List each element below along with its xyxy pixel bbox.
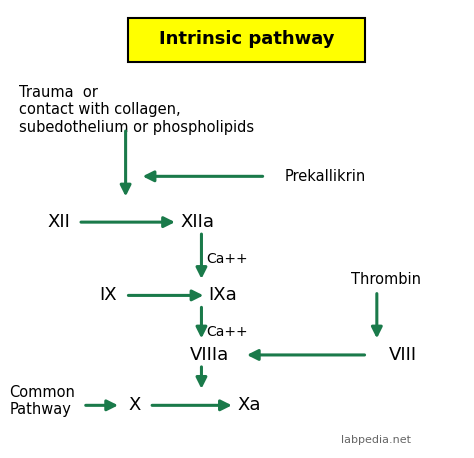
- Text: Prekallikrin: Prekallikrin: [284, 169, 365, 184]
- Text: Ca++: Ca++: [206, 325, 248, 339]
- Text: IX: IX: [100, 286, 117, 305]
- Text: Thrombin: Thrombin: [351, 272, 421, 287]
- Text: Xa: Xa: [237, 396, 261, 414]
- Text: IXa: IXa: [209, 286, 237, 305]
- Text: Intrinsic pathway: Intrinsic pathway: [159, 30, 334, 49]
- Text: XIIa: XIIa: [180, 213, 214, 231]
- Text: VIIIa: VIIIa: [190, 346, 229, 364]
- Text: labpedia.net: labpedia.net: [341, 435, 411, 445]
- Text: X: X: [128, 396, 140, 414]
- Text: Common
Pathway: Common Pathway: [9, 385, 75, 417]
- Text: Trauma  or
contact with collagen,
subedothelium or phospholipids: Trauma or contact with collagen, subedot…: [19, 85, 254, 135]
- FancyBboxPatch shape: [128, 18, 365, 62]
- Text: XII: XII: [47, 213, 70, 231]
- Text: Ca++: Ca++: [206, 252, 248, 266]
- Text: VIII: VIII: [389, 346, 417, 364]
